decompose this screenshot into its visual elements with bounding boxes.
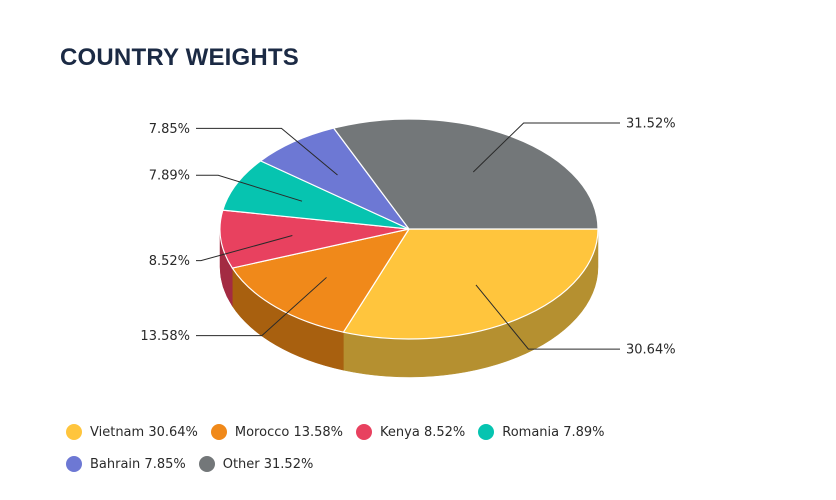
legend-item-kenya[interactable]: Kenya 8.52% xyxy=(356,424,465,440)
pie-slice-romania xyxy=(222,160,410,230)
leader-line-morocco xyxy=(196,277,327,337)
pie-labels: 30.64% 13.58% 8.52% 7.89% 7.85% 31.52% xyxy=(140,116,675,357)
legend-label-vietnam: Vietnam 30.64% xyxy=(90,424,198,440)
data-label-kenya: 8.52% xyxy=(149,254,190,269)
legend-swatch-kenya xyxy=(356,424,373,440)
legend-swatch-romania xyxy=(478,424,495,440)
pie-top xyxy=(219,118,599,340)
chart-title: COUNTRY WEIGHTS xyxy=(60,44,300,71)
leader-line-other xyxy=(472,122,620,173)
legend-swatch-vietnam xyxy=(66,424,82,440)
pie-slice-other xyxy=(333,118,599,230)
legend-swatch-bahrain xyxy=(66,456,82,472)
legend-label-kenya: Kenya 8.52% xyxy=(380,424,466,440)
legend-label-romania: Romania 7.89% xyxy=(502,424,605,440)
legend-label-bahrain: Bahrain 7.85% xyxy=(90,456,186,472)
leader-line-romania xyxy=(196,174,303,202)
data-label-romania: 7.89% xyxy=(149,169,190,184)
leader-line-kenya xyxy=(196,235,293,262)
legend-item-vietnam[interactable]: Vietnam 30.64% xyxy=(66,424,198,440)
legend-label-morocco: Morocco 13.58% xyxy=(234,424,344,440)
legend-item-bahrain[interactable]: Bahrain 7.85% xyxy=(66,456,186,472)
legend-item-morocco[interactable]: Morocco 13.58% xyxy=(210,424,344,440)
data-label-vietnam: 30.64% xyxy=(626,343,676,358)
legend-label-other: Other 31.52% xyxy=(222,456,314,472)
pie-slice-morocco xyxy=(231,228,410,333)
legend-row-1: Vietnam 30.64% Morocco 13.58% Kenya 8.52… xyxy=(66,416,766,448)
leader-line-vietnam xyxy=(475,284,620,350)
pie-slice-vietnam xyxy=(342,228,599,340)
data-label-morocco: 13.58% xyxy=(140,329,190,344)
pie-slice-bahrain xyxy=(260,127,410,230)
leader-line-bahrain xyxy=(196,127,338,176)
legend: Vietnam 30.64% Morocco 13.58% Kenya 8.52… xyxy=(66,416,766,480)
pie-chart: 30.64% 13.58% 8.52% 7.89% 7.85% 31.52% xyxy=(140,116,676,378)
legend-swatch-morocco xyxy=(210,424,227,440)
legend-swatch-other xyxy=(198,456,215,472)
data-label-other: 31.52% xyxy=(626,116,676,131)
legend-row-2: Bahrain 7.85% Other 31.52% xyxy=(66,448,766,480)
legend-item-romania[interactable]: Romania 7.89% xyxy=(478,424,605,440)
data-label-bahrain: 7.85% xyxy=(149,122,190,137)
legend-item-other[interactable]: Other 31.52% xyxy=(198,456,314,472)
